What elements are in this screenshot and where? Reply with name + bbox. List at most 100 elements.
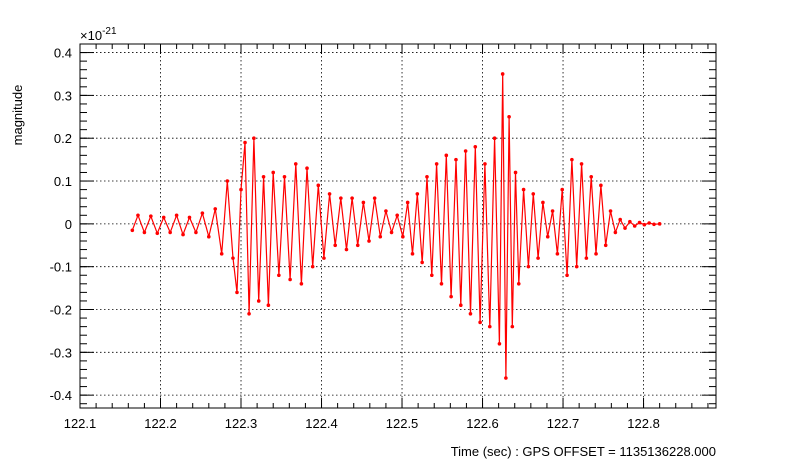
- data-point: [603, 243, 608, 248]
- x-tick-label: 122.5: [386, 416, 419, 431]
- data-point: [425, 174, 429, 179]
- data-point: [142, 230, 147, 235]
- data-point: [136, 213, 140, 218]
- data-point: [310, 264, 315, 269]
- data-point: [401, 234, 405, 239]
- y-tick-label: -0.2: [50, 303, 72, 318]
- data-point: [219, 252, 224, 256]
- data-point: [478, 320, 482, 325]
- x-axis-title: Time (sec) : GPS OFFSET = 1135136228.000: [451, 444, 716, 459]
- y-exponent-label: ×10-21: [80, 26, 117, 43]
- data-point: [243, 140, 247, 145]
- data-point: [327, 192, 332, 196]
- x-tick-label: 122.2: [144, 416, 177, 431]
- data-point: [449, 294, 453, 299]
- y-tick-label: -0.4: [50, 388, 72, 403]
- data-point: [541, 200, 545, 205]
- y-tick-label: -0.1: [50, 260, 72, 275]
- data-point: [213, 207, 218, 211]
- data-point: [473, 144, 478, 149]
- data-point: [434, 162, 439, 166]
- y-tick-label: 0.2: [54, 131, 72, 146]
- data-point: [560, 187, 565, 192]
- data-point: [632, 224, 637, 228]
- data-point: [149, 214, 153, 218]
- data-point: [510, 324, 515, 329]
- data-point: [608, 209, 613, 213]
- data-point: [271, 170, 276, 175]
- data-point: [395, 213, 399, 218]
- data-point: [613, 230, 618, 235]
- data-point: [355, 243, 360, 248]
- data-point: [130, 228, 135, 233]
- data-point: [277, 273, 281, 278]
- data-point: [339, 196, 343, 200]
- y-tick-label: 0.1: [54, 174, 72, 189]
- data-point: [483, 162, 487, 166]
- data-point: [252, 136, 256, 141]
- data-point: [570, 157, 574, 162]
- data-point: [231, 256, 235, 260]
- data-point: [579, 162, 584, 166]
- data-point: [194, 230, 198, 235]
- y-axis-title: magnitude: [10, 85, 25, 146]
- data-point: [628, 219, 632, 224]
- x-tick-label: 122.1: [64, 416, 97, 431]
- data-point: [536, 256, 540, 260]
- x-tick-label: 122.3: [225, 416, 258, 431]
- data-point: [322, 256, 326, 260]
- data-point: [439, 282, 444, 286]
- data-point: [463, 149, 468, 153]
- data-point: [261, 174, 266, 179]
- data-point: [526, 264, 531, 269]
- axis-ticks: [79, 44, 716, 408]
- series-line: [131, 73, 660, 379]
- data-point: [504, 376, 508, 380]
- data-point: [584, 256, 589, 260]
- data-point: [430, 273, 434, 278]
- grid: [79, 44, 716, 408]
- y-tick-label: -0.3: [50, 345, 72, 360]
- data-point: [487, 324, 492, 329]
- data-point: [350, 196, 354, 200]
- data-point: [168, 230, 172, 235]
- data-point: [623, 226, 627, 230]
- data-point: [642, 222, 647, 227]
- data-point: [378, 234, 383, 239]
- data-point: [599, 183, 603, 188]
- y-tick-labels: 0.4 0.3 0.2 0.1 0 -0.1 -0.2 -0.3 -0.4: [50, 46, 72, 404]
- data-point: [225, 179, 230, 183]
- data-point: [288, 277, 292, 282]
- plot-frame: [79, 43, 717, 409]
- data-point: [565, 273, 569, 278]
- data-point: [293, 162, 298, 166]
- data-point: [305, 166, 309, 170]
- data-point: [468, 311, 473, 316]
- x-tick-labels: 122.1 122.2 122.3 122.4 122.5 122.6 122.7 122.8: [64, 416, 660, 431]
- data-point: [497, 341, 502, 346]
- y-tick-label: 0.3: [54, 88, 72, 103]
- y-tick-label: 0: [65, 217, 72, 232]
- data-point: [410, 252, 415, 256]
- data-point: [454, 157, 458, 162]
- data-point: [513, 170, 518, 175]
- data-point: [155, 231, 160, 236]
- data-point: [333, 243, 338, 248]
- data-point: [458, 303, 463, 308]
- data-point: [361, 200, 366, 205]
- data-point: [200, 211, 205, 215]
- data-point: [247, 311, 251, 316]
- data-point: [492, 136, 497, 141]
- data-point: [652, 222, 656, 227]
- data-point: [207, 234, 211, 239]
- data-point: [521, 187, 526, 192]
- data-point: [235, 290, 239, 295]
- x-tick-label: 122.4: [305, 416, 338, 431]
- data-point: [637, 220, 642, 225]
- x-tick-label: 122.7: [547, 416, 580, 431]
- data-point: [444, 153, 449, 158]
- data-point: [555, 252, 560, 256]
- data-point: [647, 221, 651, 225]
- data-point: [282, 174, 287, 179]
